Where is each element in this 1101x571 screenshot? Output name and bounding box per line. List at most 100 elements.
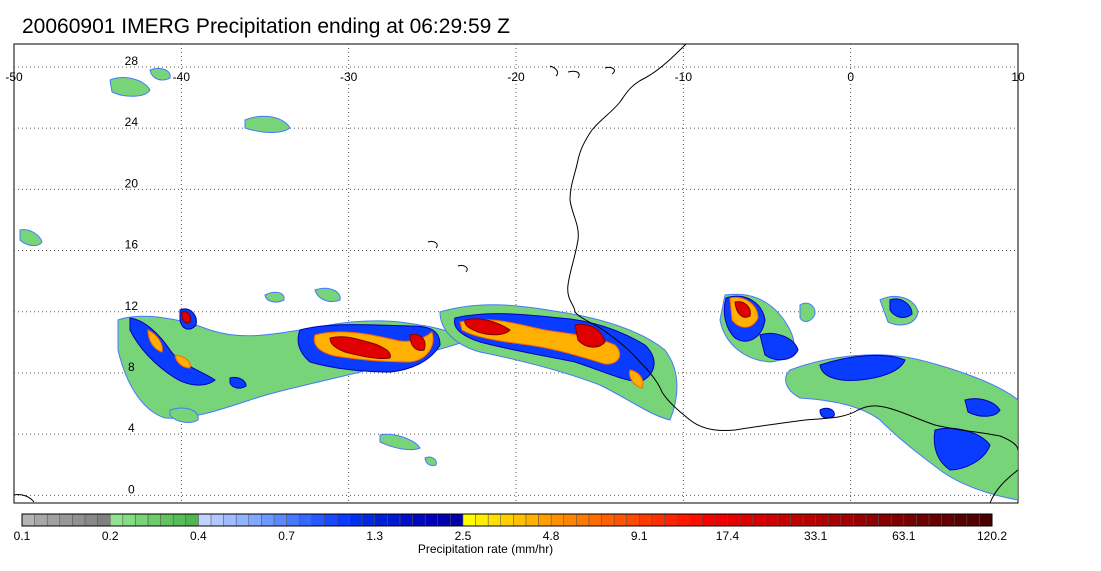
lon-tick-label: 10 xyxy=(1011,70,1025,84)
colorbar-swatch xyxy=(576,513,590,527)
lat-tick-label: 12 xyxy=(125,299,139,313)
colorbar-tick-label: 0.2 xyxy=(102,529,119,543)
axis-tick-labels: -50 -40 -30 -20 -10 0 10 28 24 20 16 12 8 4 0 xyxy=(5,54,1025,496)
colorbar-swatch xyxy=(840,513,854,527)
colorbar-swatch xyxy=(865,513,879,527)
colorbar-swatch xyxy=(953,513,968,527)
colorbar-swatch xyxy=(185,513,199,527)
colorbar-tick-label: 1.3 xyxy=(366,529,383,543)
colorbar-tick-label: 63.1 xyxy=(892,529,916,543)
colorbar-swatch xyxy=(198,513,212,527)
colorbar-swatch xyxy=(160,513,174,527)
colorbar-swatch xyxy=(979,513,993,527)
colorbar-swatch xyxy=(538,513,552,527)
colorbar-tick-label: 0.7 xyxy=(278,529,295,543)
colorbar-swatch xyxy=(613,513,627,527)
colorbar-swatch xyxy=(235,513,250,527)
precipitation-field xyxy=(19,67,1018,501)
colorbar-swatch xyxy=(727,513,741,527)
colorbar-swatch xyxy=(764,513,779,527)
colorbar-swatch xyxy=(626,513,640,527)
colorbar-tick-label: 17.4 xyxy=(716,529,740,543)
colorbar-swatch xyxy=(59,513,73,527)
lat-tick-label: 16 xyxy=(125,238,139,252)
colorbar-swatch xyxy=(462,513,476,527)
colorbar-swatch xyxy=(475,513,489,527)
colorbar-swatch xyxy=(550,513,564,527)
colorbar-swatch xyxy=(777,513,791,527)
lon-tick-label: -10 xyxy=(675,70,693,84)
colorbar-swatch xyxy=(525,513,539,527)
colorbar-swatch xyxy=(349,513,363,527)
lat-tick-label: 20 xyxy=(125,176,139,190)
lon-tick-label: -40 xyxy=(173,70,191,84)
colorbar-swatch xyxy=(286,513,300,527)
colorbar-swatch xyxy=(689,513,703,527)
colorbar-swatch xyxy=(135,513,149,527)
lat-tick-label: 28 xyxy=(125,54,139,68)
colorbar-swatch xyxy=(928,513,942,527)
lon-tick-label: -50 xyxy=(5,70,23,84)
colorbar-swatch xyxy=(853,513,867,527)
colorbar-swatch xyxy=(802,513,816,527)
colorbar-swatch xyxy=(513,513,527,527)
colorbar-swatch xyxy=(374,513,388,527)
lon-tick-label: 0 xyxy=(847,70,854,84)
very-heavy-precip xyxy=(181,301,751,359)
colorbar-swatch xyxy=(21,513,35,527)
colorbar-swatch xyxy=(827,513,842,527)
colorbar-swatch xyxy=(46,513,61,527)
colorbar-swatch xyxy=(588,513,602,527)
colorbar-swatch xyxy=(109,513,124,527)
colorbar-swatch xyxy=(97,513,111,527)
colorbar-swatch xyxy=(941,513,955,527)
colorbar-swatch xyxy=(752,513,766,527)
colorbar-swatch xyxy=(890,513,905,527)
colorbar-swatch xyxy=(72,513,86,527)
colorbar-swatch xyxy=(966,513,980,527)
colorbar-swatch xyxy=(210,513,224,527)
colorbar-swatch xyxy=(336,513,350,527)
colorbar-swatch xyxy=(450,513,464,527)
colorbar-swatch xyxy=(437,513,451,527)
colorbar-swatch xyxy=(878,513,892,527)
colorbar-tick-label: 0.1 xyxy=(14,529,31,543)
coastlines xyxy=(14,44,1018,503)
colorbar-tick-label: 120.2 xyxy=(977,529,1007,543)
colorbar-swatch xyxy=(487,513,501,527)
colorbar-swatch xyxy=(387,513,401,527)
colorbar-swatch xyxy=(84,513,98,527)
colorbar-swatch xyxy=(261,513,275,527)
colorbar-swatch xyxy=(399,513,413,527)
colorbar-swatch xyxy=(298,513,312,527)
colorbar-swatch xyxy=(172,513,187,527)
colorbar-swatch xyxy=(563,513,577,527)
lat-tick-label: 4 xyxy=(128,421,135,435)
lon-tick-label: -20 xyxy=(507,70,525,84)
colorbar-swatch xyxy=(361,513,375,527)
colorbar-swatch xyxy=(790,513,804,527)
colorbar-swatch xyxy=(714,513,728,527)
colorbar-swatch xyxy=(739,513,753,527)
map-title: 20060901 IMERG Precipitation ending at 0… xyxy=(22,15,510,38)
colorbar-tick-label: 4.8 xyxy=(543,529,560,543)
colorbar-label: Precipitation rate (mm/hr) xyxy=(0,542,1101,556)
colorbar-swatch xyxy=(651,513,665,527)
colorbar: 0.1 0.2 0.4 0.7 1.3 2.5 4.8 9.1 17.4 33.1 63.1 120.… xyxy=(14,513,1007,543)
colorbar-swatch xyxy=(815,513,829,527)
colorbar-tick-label: 9.1 xyxy=(631,529,648,543)
colorbar-tick-label: 2.5 xyxy=(455,529,472,543)
lon-tick-label: -30 xyxy=(340,70,358,84)
colorbar-swatch xyxy=(664,513,678,527)
west-africa-coastline xyxy=(567,44,1018,451)
colorbar-swatch xyxy=(702,513,716,527)
colorbar-tick-label: 0.4 xyxy=(190,529,207,543)
colorbar-swatch xyxy=(273,513,287,527)
colorbar-swatch xyxy=(311,513,325,527)
colorbar-swatch xyxy=(916,513,930,527)
colorbar-swatch xyxy=(639,513,653,527)
colorbar-swatch xyxy=(676,513,690,527)
colorbar-swatch xyxy=(500,513,514,527)
lat-tick-label: 0 xyxy=(128,482,135,496)
